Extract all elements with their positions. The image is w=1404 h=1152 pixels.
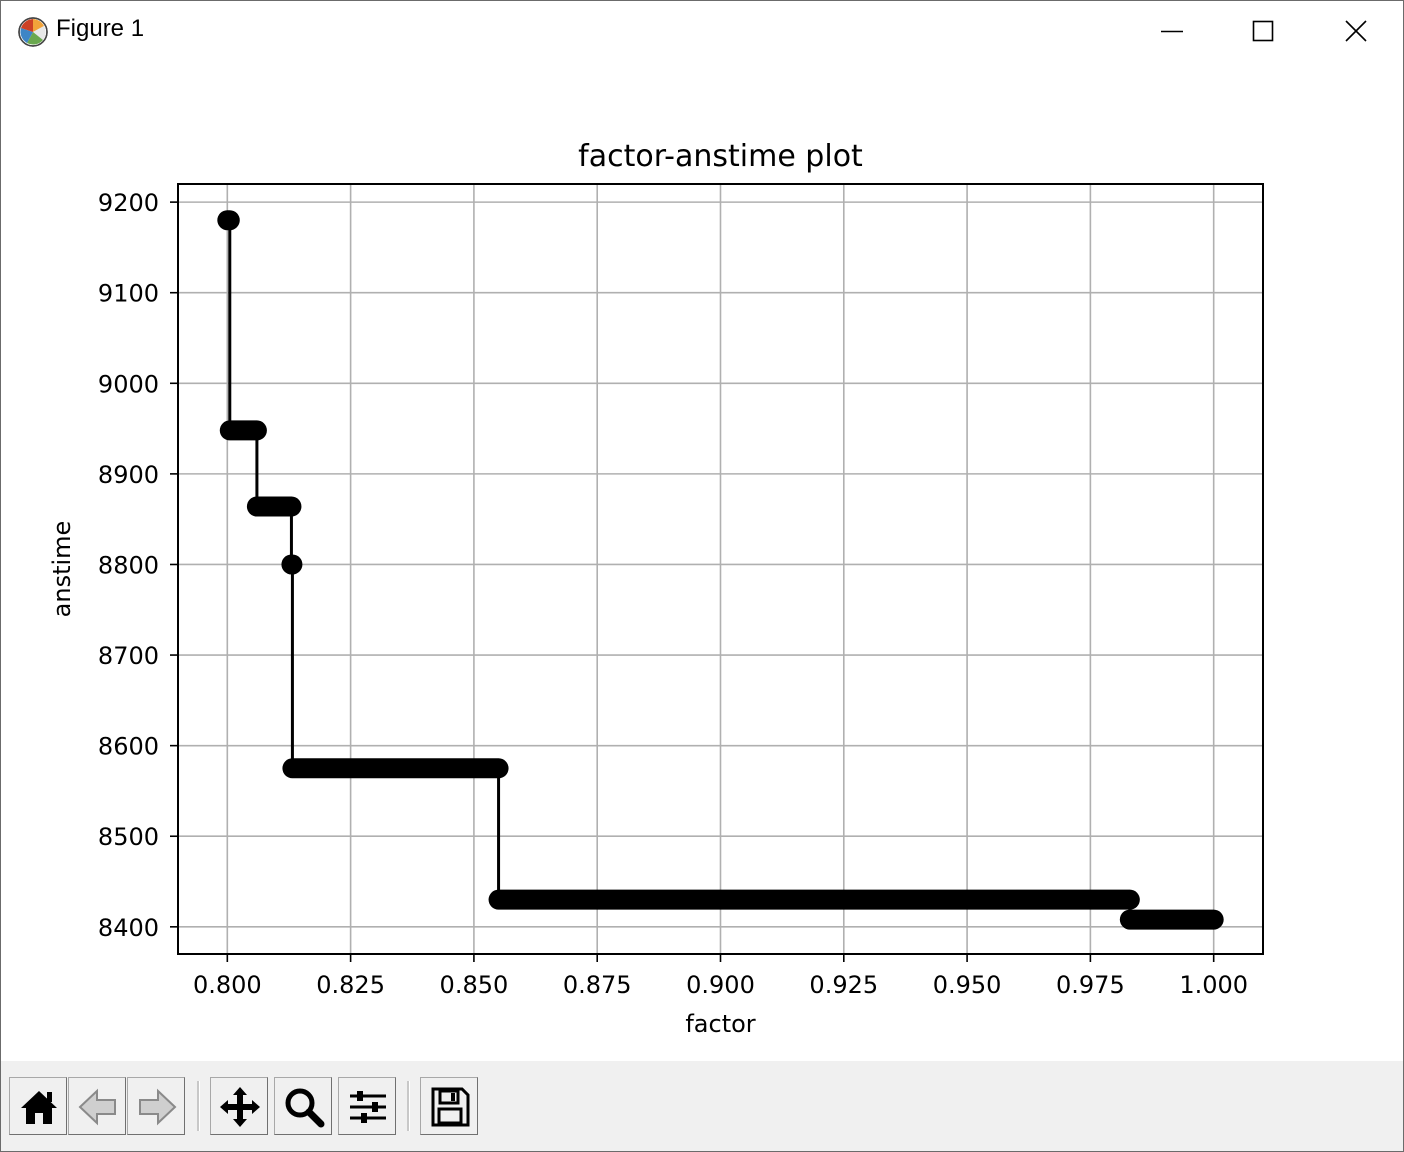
chart: 0.800 0.825 0.850 0.875 0.900 0.925 0.950 0.975… xyxy=(48,139,1264,1038)
data-point-run xyxy=(246,496,302,517)
floppy-disk-icon xyxy=(431,1087,470,1127)
x-axis-label: factor xyxy=(685,1010,755,1038)
y-axis-label: anstime xyxy=(48,521,76,618)
toolbar-separator xyxy=(197,1081,200,1131)
zoom-button[interactable] xyxy=(274,1077,332,1135)
y-tick-label: 9100 xyxy=(98,280,159,308)
arrow-left-icon xyxy=(78,1088,116,1126)
toolbar-separator xyxy=(407,1081,410,1131)
y-tick-label: 8600 xyxy=(98,733,159,761)
minimize-button[interactable] xyxy=(1126,1,1218,63)
pan-button[interactable] xyxy=(210,1077,268,1135)
y-tick-label: 8500 xyxy=(98,823,159,851)
y-tick-label: 9200 xyxy=(98,189,159,217)
x-tick-label: 0.875 xyxy=(563,971,632,999)
plot-canvas[interactable]: 0.800 0.825 0.850 0.875 0.900 0.925 0.950 0.975… xyxy=(1,63,1403,1061)
matplotlib-icon xyxy=(18,17,48,47)
maximize-button[interactable] xyxy=(1218,1,1310,63)
data-point-run xyxy=(1119,909,1224,930)
move-icon xyxy=(220,1087,260,1127)
navigation-toolbar xyxy=(1,1061,1403,1151)
magnifier-icon xyxy=(285,1088,325,1128)
home-icon xyxy=(21,1091,57,1124)
x-tick-label: 0.950 xyxy=(933,971,1002,999)
save-button[interactable] xyxy=(420,1077,478,1135)
x-tick-label: 0.975 xyxy=(1056,971,1125,999)
home-button[interactable] xyxy=(9,1077,67,1135)
chart-title: factor-anstime plot xyxy=(578,139,863,174)
x-tick-label: 0.925 xyxy=(809,971,878,999)
y-tick-label: 9000 xyxy=(98,370,159,398)
close-icon xyxy=(1345,20,1367,42)
forward-button[interactable] xyxy=(127,1077,185,1135)
back-button[interactable] xyxy=(68,1077,126,1135)
x-tick-label: 0.825 xyxy=(316,971,385,999)
x-tick-label: 0.850 xyxy=(440,971,509,999)
configure-subplots-button[interactable] xyxy=(338,1077,396,1135)
x-tick-label: 0.900 xyxy=(686,971,755,999)
y-tick-label: 8800 xyxy=(98,551,159,579)
data-point-run xyxy=(282,758,509,779)
minimize-icon xyxy=(1161,30,1183,33)
y-tick-label: 8900 xyxy=(98,461,159,489)
data-point-run xyxy=(488,889,1140,910)
y-tick-label: 8400 xyxy=(98,914,159,942)
data-point-run xyxy=(217,210,240,231)
maximize-icon xyxy=(1252,20,1274,42)
arrow-right-icon xyxy=(139,1088,177,1126)
window-title: Figure 1 xyxy=(56,15,145,42)
close-button[interactable] xyxy=(1310,1,1402,63)
x-tick-label: 1.000 xyxy=(1179,971,1248,999)
y-tick-label: 8700 xyxy=(98,642,159,670)
title-bar[interactable]: Figure 1 xyxy=(1,1,1403,63)
data-point-run xyxy=(219,420,267,441)
sliders-icon xyxy=(350,1091,386,1123)
data-point-run xyxy=(281,554,303,575)
x-tick-label: 0.800 xyxy=(193,971,262,999)
